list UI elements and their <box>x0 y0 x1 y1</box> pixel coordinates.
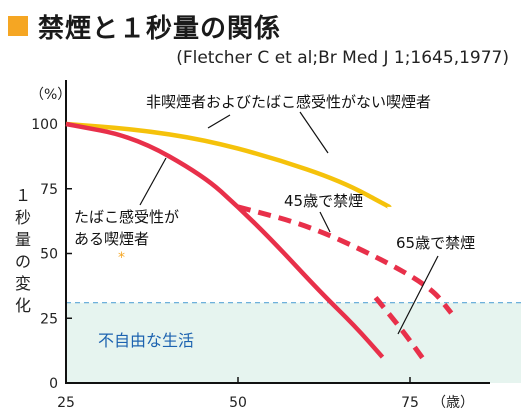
y-tick-label: 100 <box>31 117 58 133</box>
annotation-nonsmoker: 非喫煙者およびたばこ感受性がない喫煙者 <box>146 93 431 111</box>
x-tick-label: 75 <box>401 395 419 411</box>
annotation-smoker-line2: ある喫煙者 <box>74 230 149 248</box>
series-line-0 <box>65 121 391 209</box>
annotation-quit-65: 65歳で禁煙 <box>396 234 475 252</box>
series-line-3 <box>373 295 426 362</box>
leader-nonsmoker-2 <box>299 111 329 154</box>
y-tick-label: 0 <box>49 376 58 392</box>
y-unit-label: （%） <box>30 87 71 103</box>
chart-title: 禁煙と１秒量の関係 <box>38 13 282 44</box>
leader-quit-45 <box>319 211 331 233</box>
leader-nonsmoker <box>207 114 231 129</box>
series-line-1 <box>65 121 385 359</box>
title-row: 禁煙と１秒量の関係 <box>8 6 281 46</box>
x-tick-label: 50 <box>229 395 247 411</box>
shaded-region <box>66 302 521 383</box>
y-tick-label: 50 <box>40 247 58 263</box>
x-unit-label: （歳） <box>432 395 474 411</box>
y-tick-label: 75 <box>40 182 58 198</box>
annotation-smoker-line1: たばこ感受性が <box>74 208 179 226</box>
shaded-region-label: 不自由な生活 <box>98 331 194 350</box>
citation: (Fletcher C et al;Br Med J 1;1645,1977) <box>176 48 509 68</box>
series-line-2 <box>237 204 454 315</box>
x-tick-label: 25 <box>57 395 75 411</box>
annotation-quit-45: 45歳で禁煙 <box>284 192 363 210</box>
asterisk-mark: * <box>118 250 125 266</box>
y-tick-label: 25 <box>40 311 58 327</box>
title-marker <box>8 16 28 36</box>
leader-smoker <box>139 157 167 206</box>
leader-quit-65 <box>397 255 439 335</box>
